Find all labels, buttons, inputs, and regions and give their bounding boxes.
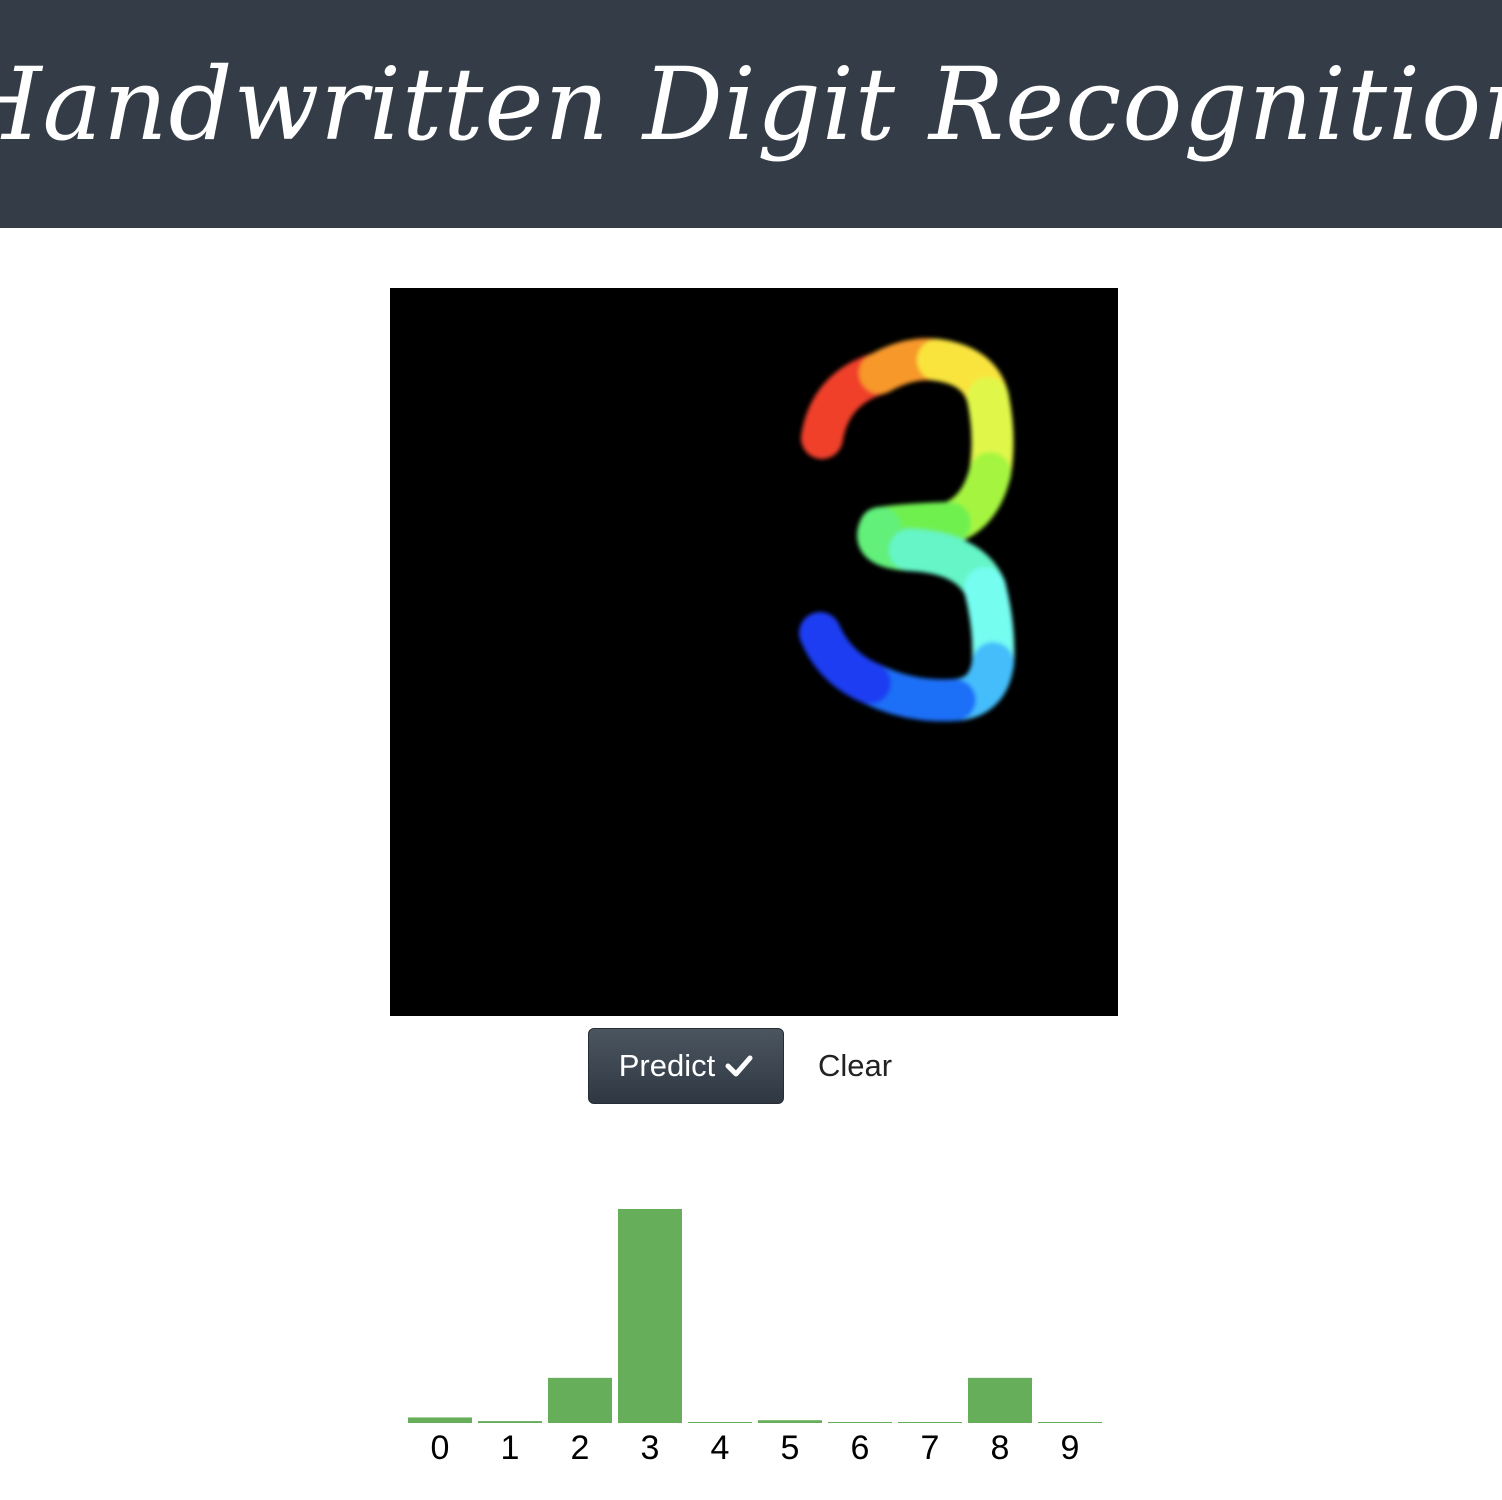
prediction-bar-chart: 0 1 2 3 4 5 6 7 8 9 [408, 1209, 1102, 1467]
drawing-canvas[interactable] [390, 288, 1118, 1016]
predict-button-label: Predict [618, 1048, 716, 1083]
bar-digit-7 [898, 1422, 962, 1423]
x-tick-label-5: 5 [781, 1429, 800, 1467]
app-header: Handwritten Digit Recognition [0, 0, 1502, 228]
bar-digit-9 [1038, 1422, 1102, 1423]
bar-digit-0 [408, 1417, 472, 1423]
x-tick-label-7: 7 [921, 1429, 940, 1467]
drawn-digit-stroke [799, 338, 1015, 722]
page-title: Handwritten Digit Recognition [0, 45, 1502, 163]
prediction-chart: 0 1 2 3 4 5 6 7 8 9 [400, 1140, 1120, 1480]
bar-digit-8 [968, 1377, 1032, 1423]
x-tick-label-8: 8 [991, 1429, 1010, 1467]
x-tick-label-3: 3 [641, 1429, 660, 1467]
bar-digit-2 [548, 1377, 612, 1423]
check-icon [725, 1054, 753, 1078]
bar-digit-1 [478, 1421, 542, 1423]
bar-digit-3 [618, 1209, 682, 1423]
bar-digit-6 [828, 1422, 892, 1423]
clear-button[interactable]: Clear [818, 1048, 893, 1083]
action-buttons: Predict Clear [588, 1028, 892, 1104]
bar-digit-4 [688, 1422, 752, 1423]
bar-digit-5 [758, 1420, 822, 1423]
x-tick-label-1: 1 [501, 1429, 520, 1467]
x-tick-label-4: 4 [711, 1429, 730, 1467]
x-tick-label-0: 0 [431, 1429, 450, 1467]
x-tick-label-9: 9 [1061, 1429, 1080, 1467]
x-tick-label-6: 6 [851, 1429, 870, 1467]
predict-button[interactable]: Predict [588, 1028, 784, 1104]
x-tick-label-2: 2 [571, 1429, 590, 1467]
